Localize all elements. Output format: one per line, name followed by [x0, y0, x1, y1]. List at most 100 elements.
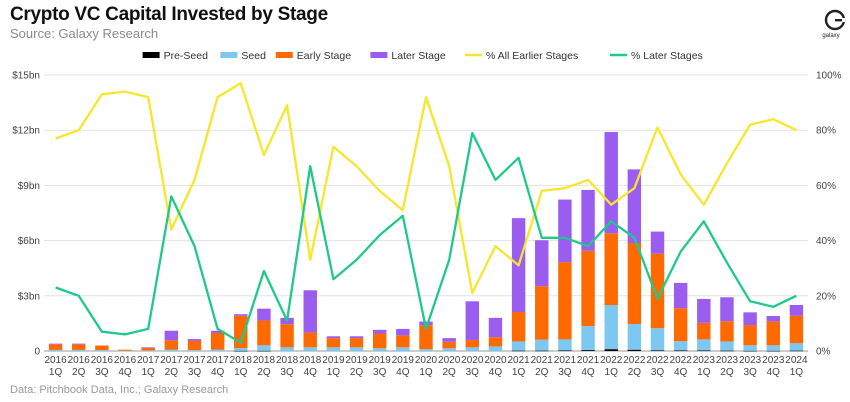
- x-tick-label-year: 2020: [461, 355, 484, 366]
- x-tick-label-quarter: 4Q: [211, 367, 225, 378]
- bar-early-stage: [372, 333, 387, 349]
- legend-swatch-pre-seed: [142, 52, 160, 58]
- bars: [48, 132, 804, 352]
- y-right-tick-label: 100%: [816, 71, 842, 82]
- bar-seed: [234, 348, 248, 351]
- x-tick-label-quarter: 2Q: [442, 367, 456, 378]
- legend-label--all-earlier-stages: % All Earlier Stages: [486, 50, 578, 62]
- bar-seed: [697, 339, 711, 351]
- x-tick-label-quarter: 2Q: [350, 367, 364, 378]
- y-left-tick-label: $15bn: [12, 71, 40, 82]
- bar-pre-seed: [558, 350, 572, 352]
- x-tick-label-year: 2019: [322, 355, 345, 366]
- x-tick-label-year: 2019: [345, 355, 368, 366]
- bar-later-stage: [396, 328, 410, 336]
- x-tick-label-quarter: 4Q: [767, 367, 781, 378]
- x-tick-label-year: 2023: [716, 355, 739, 366]
- x-tick-label-quarter: 3Q: [466, 367, 480, 378]
- bar-early-stage: [442, 341, 456, 349]
- x-tick-label-year: 2021: [507, 355, 530, 366]
- y-axis-left: 0 $3bn $6bn $9bn $12bn $15bn: [12, 71, 40, 358]
- bar-seed: [720, 341, 734, 351]
- bar-seed: [627, 323, 642, 350]
- bar-later-stage: [326, 336, 341, 339]
- x-tick-label-quarter: 1Q: [697, 367, 711, 378]
- y-left-tick-label: $3bn: [18, 291, 40, 302]
- x-tick-label-quarter: 4Q: [118, 367, 132, 378]
- bar-early-stage: [558, 262, 572, 340]
- x-tick-label-year: 2017: [160, 355, 183, 366]
- bar-later-stage: [234, 314, 248, 316]
- bar-early-stage: [697, 322, 711, 340]
- bar-later-stage: [673, 282, 688, 309]
- x-tick-label-year: 2020: [415, 355, 438, 366]
- x-tick-label-year: 2016: [44, 355, 67, 366]
- lines: [55, 82, 797, 344]
- bar-early-stage: [581, 250, 595, 327]
- bar-pre-seed: [673, 350, 688, 352]
- x-tick-label-quarter: 3Q: [743, 367, 757, 378]
- bar-pre-seed: [789, 350, 804, 352]
- bar-seed: [118, 350, 132, 352]
- x-tick-label-year: 2018: [276, 355, 299, 366]
- footer-note: Data: Pitchbook Data, Inc.; Galaxy Resea…: [10, 384, 229, 396]
- bar-seed: [372, 348, 387, 351]
- bar-seed: [349, 347, 364, 351]
- bar-later-stage: [535, 240, 549, 287]
- bar-later-stage: [72, 343, 86, 345]
- bar-later-stage: [372, 329, 387, 334]
- bar-seed: [419, 349, 433, 351]
- bar-early-stage: [465, 339, 480, 348]
- bar-pre-seed: [720, 350, 734, 352]
- bar-seed: [465, 347, 480, 351]
- bar-seed: [442, 348, 456, 351]
- legend-swatch-later-stage: [370, 52, 388, 58]
- x-tick-label-quarter: 2Q: [628, 367, 642, 378]
- x-tick-label-year: 2021: [531, 355, 554, 366]
- x-tick-label-quarter: 2Q: [535, 367, 549, 378]
- bar-pre-seed: [535, 350, 549, 352]
- bar-seed: [743, 345, 757, 351]
- x-tick-label-year: 2017: [183, 355, 206, 366]
- gridlines: [44, 74, 808, 352]
- bar-seed: [396, 347, 410, 351]
- bar-later-stage: [303, 290, 317, 333]
- x-tick-label-year: 2017: [137, 355, 160, 366]
- bar-later-stage: [604, 132, 618, 234]
- x-tick-label-year: 2021: [554, 355, 577, 366]
- line--all-earlier-stages: [55, 82, 797, 295]
- bar-pre-seed: [257, 350, 271, 352]
- legend-swatch-early-stage: [275, 52, 293, 58]
- y-right-tick-label: 40%: [816, 236, 836, 247]
- x-tick-label-quarter: 1Q: [512, 367, 526, 378]
- x-tick-label-year: 2022: [670, 355, 693, 366]
- bar-pre-seed: [743, 350, 757, 352]
- bar-early-stage: [650, 253, 665, 329]
- x-tick-label-year: 2020: [438, 355, 461, 366]
- x-tick-label-quarter: 1Q: [419, 367, 433, 378]
- legend: Pre-Seed Seed Early Stage Later Stage % All …: [142, 50, 703, 62]
- bar-later-stage: [697, 298, 711, 323]
- x-tick-label-quarter: 1Q: [790, 367, 804, 378]
- legend-label-early-stage: Early Stage: [297, 50, 351, 62]
- y-right-tick-label: 20%: [816, 291, 836, 302]
- bar-seed: [210, 349, 225, 351]
- bar-pre-seed: [234, 350, 248, 352]
- bar-later-stage: [581, 190, 595, 251]
- bar-seed: [164, 349, 179, 351]
- bar-seed: [326, 347, 341, 351]
- legend-label-pre-seed: Pre-Seed: [164, 50, 209, 62]
- bar-seed: [673, 341, 688, 351]
- x-axis: 20161Q20162Q20163Q20164Q20171Q20172Q2017…: [44, 355, 808, 378]
- bar-seed: [558, 339, 572, 351]
- bar-seed: [488, 346, 503, 351]
- x-tick-label-quarter: 4Q: [489, 367, 503, 378]
- x-tick-label-quarter: 3Q: [558, 367, 572, 378]
- bar-early-stage: [627, 242, 642, 324]
- y-left-tick-label: $12bn: [12, 126, 40, 137]
- bar-early-stage: [72, 344, 86, 350]
- bar-early-stage: [303, 332, 317, 348]
- y-left-tick-label: $9bn: [18, 181, 40, 192]
- x-tick-label-quarter: 2Q: [165, 367, 179, 378]
- bar-early-stage: [419, 325, 433, 350]
